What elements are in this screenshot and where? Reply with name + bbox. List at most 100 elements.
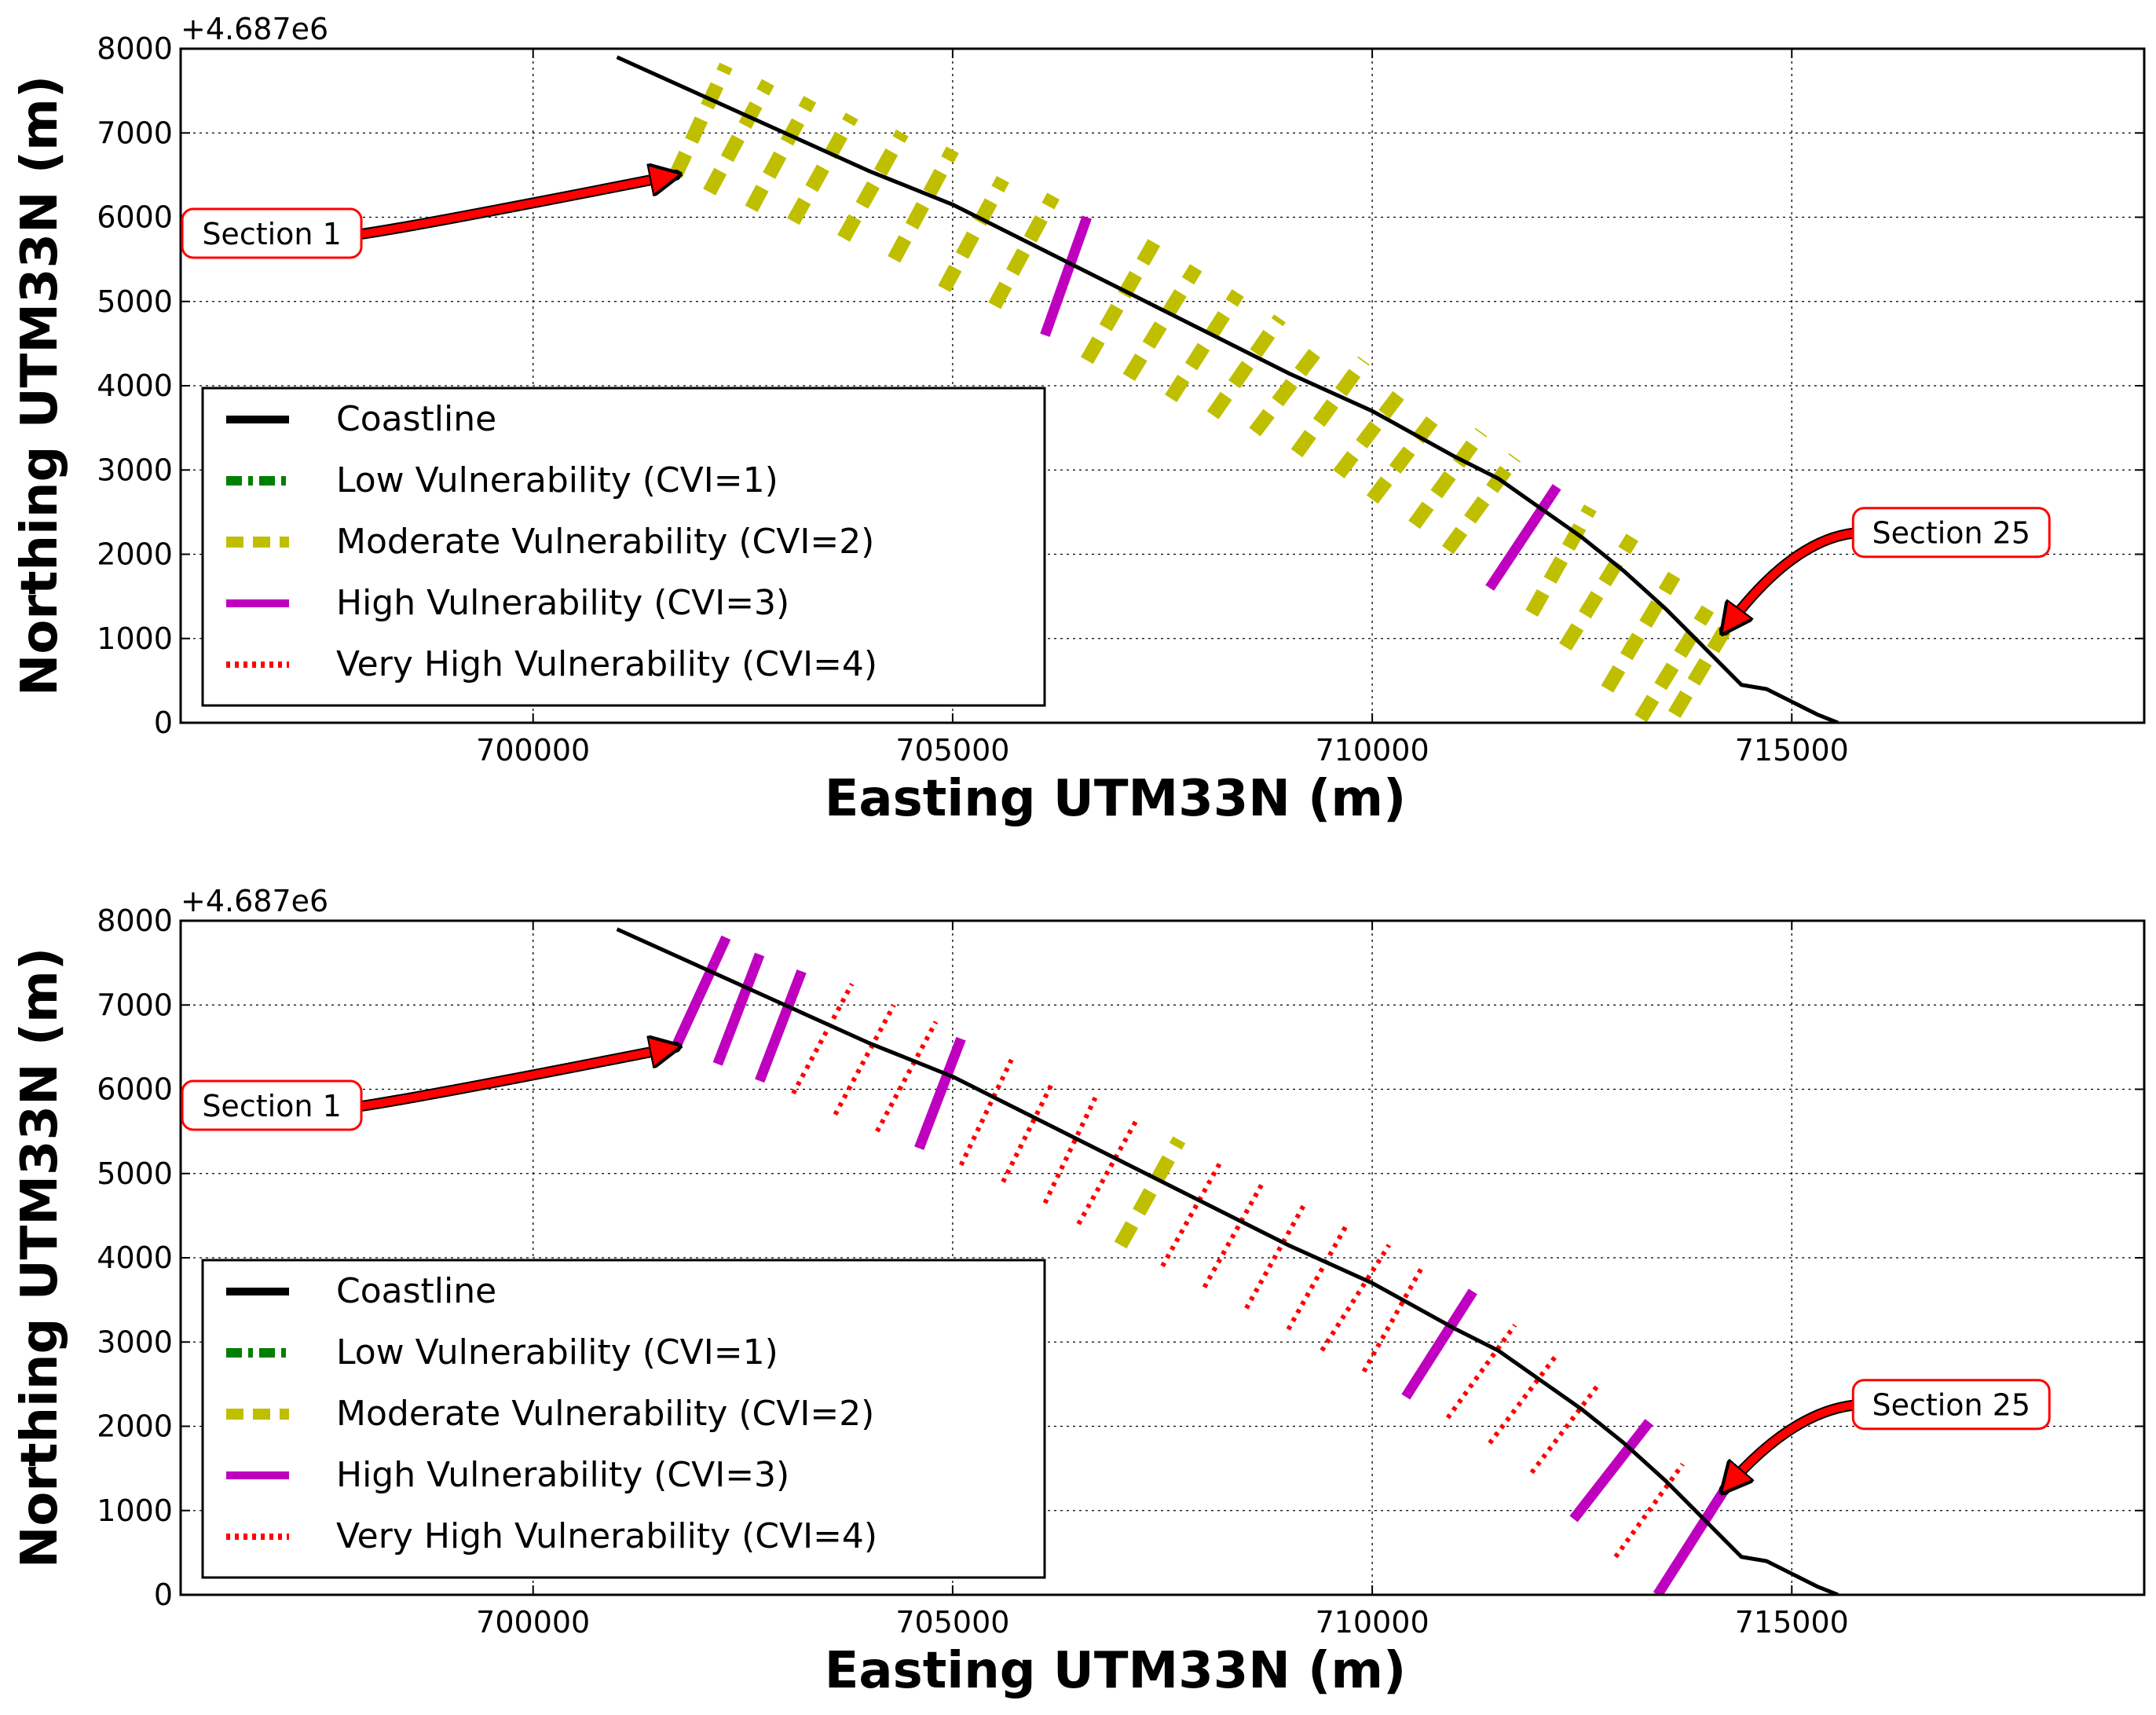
section-5-cvi-2 <box>837 129 909 242</box>
x-axis-label: Easting UTM33N (m) <box>825 1642 1407 1700</box>
section-19-cvi-3 <box>1401 1288 1477 1400</box>
section-5-cvi-4 <box>833 1003 896 1116</box>
plot-content <box>616 927 1839 1595</box>
legend: Coastline Low Vulnerability (CVI=1) Modera… <box>201 1259 1046 1579</box>
x-axis-label: Easting UTM33N (m) <box>825 770 1407 828</box>
section-1-cvi-3 <box>671 935 731 1050</box>
y-axis-label: Northing UTM33N (m) <box>11 947 69 1568</box>
y-tick-label: 8000 <box>97 31 173 66</box>
y-tick-label: 4000 <box>97 1240 173 1275</box>
section-20-cvi-3 <box>1485 484 1561 591</box>
section-17-cvi-2 <box>1366 406 1445 504</box>
legend-label: High Vulnerability (CVI=3) <box>336 583 789 623</box>
section-22-cvi-2 <box>1559 533 1638 651</box>
section-1-cvi-2 <box>669 62 733 178</box>
x-tick-label: 700000 <box>476 733 590 768</box>
section-18-cvi-2 <box>1408 427 1488 530</box>
section-2-cvi-3 <box>712 952 765 1066</box>
section-12-cvi-2 <box>1114 1136 1186 1249</box>
section-16-cvi-4 <box>1286 1222 1349 1331</box>
section-25-cvi-3 <box>1653 1486 1730 1595</box>
legend-label: Coastline <box>336 399 496 439</box>
y-tick-label: 5000 <box>97 284 173 319</box>
annotation: Section 25 <box>1725 507 2051 630</box>
section-10-cvi-4 <box>1042 1096 1098 1204</box>
section-6-cvi-4 <box>875 1021 939 1133</box>
x-tick-label: 705000 <box>895 1605 1009 1640</box>
y-tick-label: 3000 <box>97 1325 173 1359</box>
annotation: Section 1 <box>181 1047 675 1131</box>
legend: Coastline Low Vulnerability (CVI=1) Modera… <box>201 387 1046 707</box>
legend-label: High Vulnerability (CVI=3) <box>336 1455 789 1495</box>
section-10-cvi-2 <box>1081 239 1161 365</box>
coastline-line <box>616 927 1839 1595</box>
section-21-cvi-2 <box>1525 504 1597 617</box>
legend-label: Coastline <box>336 1271 496 1311</box>
axis-offset-label: +4.687e6 <box>181 12 328 46</box>
section-24-cvi-4 <box>1613 1463 1685 1559</box>
annotation-label: Section 1 <box>202 1089 341 1123</box>
annotation: Section 25 <box>1725 1379 2051 1490</box>
y-axis-label: Northing UTM33N (m) <box>11 75 69 696</box>
annotation-arrow <box>1725 1401 1854 1490</box>
annotation-box <box>1851 507 2051 559</box>
x-tick-label: 705000 <box>895 733 1009 768</box>
panel-top: 700000 705000 710000 715000 0 1000 2000 3000 400… <box>11 12 2146 828</box>
section-23-cvi-2 <box>1601 571 1681 693</box>
panel-bottom: 700000 705000 710000 715000 0 1000 2000 3000 400… <box>11 884 2146 1700</box>
y-tick-label: 2000 <box>97 1409 173 1444</box>
section-8-cvi-2 <box>988 192 1060 310</box>
y-tick-label: 7000 <box>97 115 173 150</box>
section-6-cvi-2 <box>888 146 959 263</box>
x-tick-label: 710000 <box>1316 1605 1429 1640</box>
y-tick-label: 0 <box>154 1578 173 1612</box>
legend-label: Very High Vulnerability (CVI=4) <box>336 1516 877 1556</box>
annotation: Section 1 <box>181 175 675 259</box>
y-tick-label: 8000 <box>97 903 173 938</box>
x-tick-label: 715000 <box>1735 733 1849 768</box>
annotation-label: Section 1 <box>202 217 341 251</box>
x-tick-label: 700000 <box>476 1605 590 1640</box>
annotation-arrow <box>1725 529 1854 630</box>
section-8-cvi-4 <box>958 1058 1014 1167</box>
section-9-cvi-3 <box>1040 215 1092 337</box>
section-17-cvi-4 <box>1320 1244 1391 1352</box>
annotation-arrow <box>361 1047 675 1110</box>
y-tick-label: 6000 <box>97 200 173 235</box>
y-tick-label: 5000 <box>97 1156 173 1191</box>
section-15-cvi-2 <box>1290 356 1370 458</box>
legend-frame <box>201 387 1046 707</box>
y-tick-label: 3000 <box>97 453 173 487</box>
section-16-cvi-2 <box>1333 381 1411 479</box>
section-7-cvi-2 <box>938 175 1009 292</box>
section-18-cvi-4 <box>1361 1265 1425 1373</box>
x-tick-label: 710000 <box>1316 733 1429 768</box>
y-tick-label: 1000 <box>97 1493 173 1528</box>
y-tick-label: 2000 <box>97 537 173 572</box>
annotation-box <box>181 1079 363 1131</box>
legend-label: Low Vulnerability (CVI=1) <box>336 460 778 500</box>
y-tick-label: 4000 <box>97 368 173 403</box>
section-13-cvi-2 <box>1206 314 1286 420</box>
section-13-cvi-4 <box>1160 1160 1224 1268</box>
annotation-label: Section 25 <box>1872 516 2030 551</box>
section-14-cvi-2 <box>1249 339 1328 437</box>
section-3-cvi-2 <box>745 96 817 213</box>
section-23-cvi-3 <box>1569 1419 1653 1523</box>
section-25-cvi-2 <box>1667 626 1731 718</box>
section-14-cvi-4 <box>1202 1181 1265 1288</box>
annotation-box <box>1851 1379 2051 1431</box>
y-tick-label: 0 <box>154 705 173 740</box>
x-tick-label: 715000 <box>1735 1605 1849 1640</box>
section-2-cvi-2 <box>703 79 774 196</box>
legend-label: Very High Vulnerability (CVI=4) <box>336 644 877 684</box>
coastline-line <box>616 55 1839 723</box>
section-12-cvi-2 <box>1165 289 1244 402</box>
section-7-cvi-3 <box>914 1036 966 1150</box>
legend-label: Low Vulnerability (CVI=1) <box>336 1332 778 1372</box>
y-tick-label: 7000 <box>97 988 173 1022</box>
plot-content <box>616 55 1839 723</box>
annotation-box <box>181 207 363 259</box>
section-15-cvi-4 <box>1244 1201 1308 1310</box>
